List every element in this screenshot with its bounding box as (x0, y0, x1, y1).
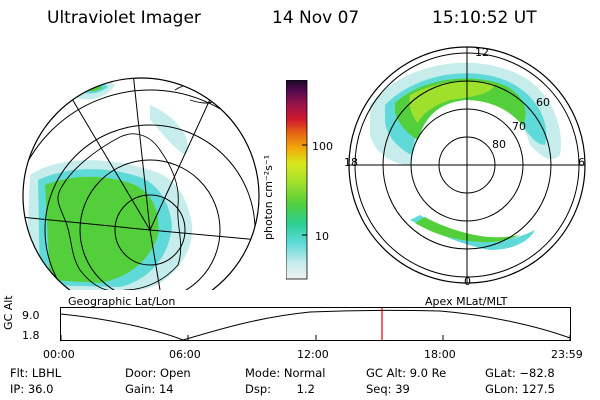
timeline-xtick-0600: 06:00 (169, 348, 201, 361)
mlt-label-0: 0 (464, 275, 471, 288)
apex-caption: Apex MLat/MLT (425, 295, 508, 308)
date-label: 14 Nov 07 (272, 8, 360, 28)
timeline-xticks (60, 335, 571, 340)
altitude-timeline (60, 307, 571, 341)
mlat-label-80: 80 (492, 138, 506, 151)
apex-polar-plot (348, 46, 586, 284)
time-label: 15:10:52 UT (432, 8, 537, 28)
geographic-image (22, 77, 260, 290)
geographic-caption: Geographic Lat/Lon (68, 295, 176, 308)
timeline-ytick-low: 1.8 (22, 329, 40, 342)
timeline-xtick-0000: 00:00 (43, 348, 75, 361)
mlt-lines (349, 47, 585, 283)
info-seq: Seq: 39 (366, 382, 410, 396)
info-flt: Flt: LBHL (10, 366, 62, 380)
timeline-ylabel: GC Alt (2, 295, 15, 330)
info-glat: GLat: −82.8 (485, 366, 555, 380)
timeline-xtick-1800: 18:00 (424, 348, 456, 361)
colorbar (286, 80, 308, 280)
mlt-label-12: 12 (475, 46, 489, 59)
timeline-xtick-1200: 12:00 (297, 348, 329, 361)
info-dsp: Dsp: 1.2 (245, 382, 315, 396)
info-mode: Mode: Normal (245, 366, 326, 380)
info-ip: IP: 36.0 (10, 382, 54, 396)
timeline-ytick-high: 9.0 (22, 309, 40, 322)
info-gain: Gain: 14 (125, 382, 174, 396)
mlt-label-18: 18 (344, 156, 358, 169)
timeline-xtick-2359: 23:59 (551, 348, 583, 361)
info-glon: GLon: 127.5 (485, 382, 555, 396)
image-boundary (22, 77, 260, 290)
altitude-curve (60, 309, 571, 341)
mlat-label-60: 60 (536, 96, 550, 109)
info-gcalt: GC Alt: 9.0 Re (366, 366, 447, 380)
colorbar-tick-10: 10 (315, 230, 329, 243)
instrument-title: Ultraviolet Imager (47, 8, 201, 28)
info-door: Door: Open (125, 366, 191, 380)
colorbar-tick-100: 100 (312, 140, 333, 153)
mlt-label-6: 6 (578, 156, 585, 169)
colorbar-unit-label: photon cm⁻²s⁻¹ (262, 154, 275, 240)
plot-boundary (348, 46, 586, 284)
mlat-label-70: 70 (512, 120, 526, 133)
